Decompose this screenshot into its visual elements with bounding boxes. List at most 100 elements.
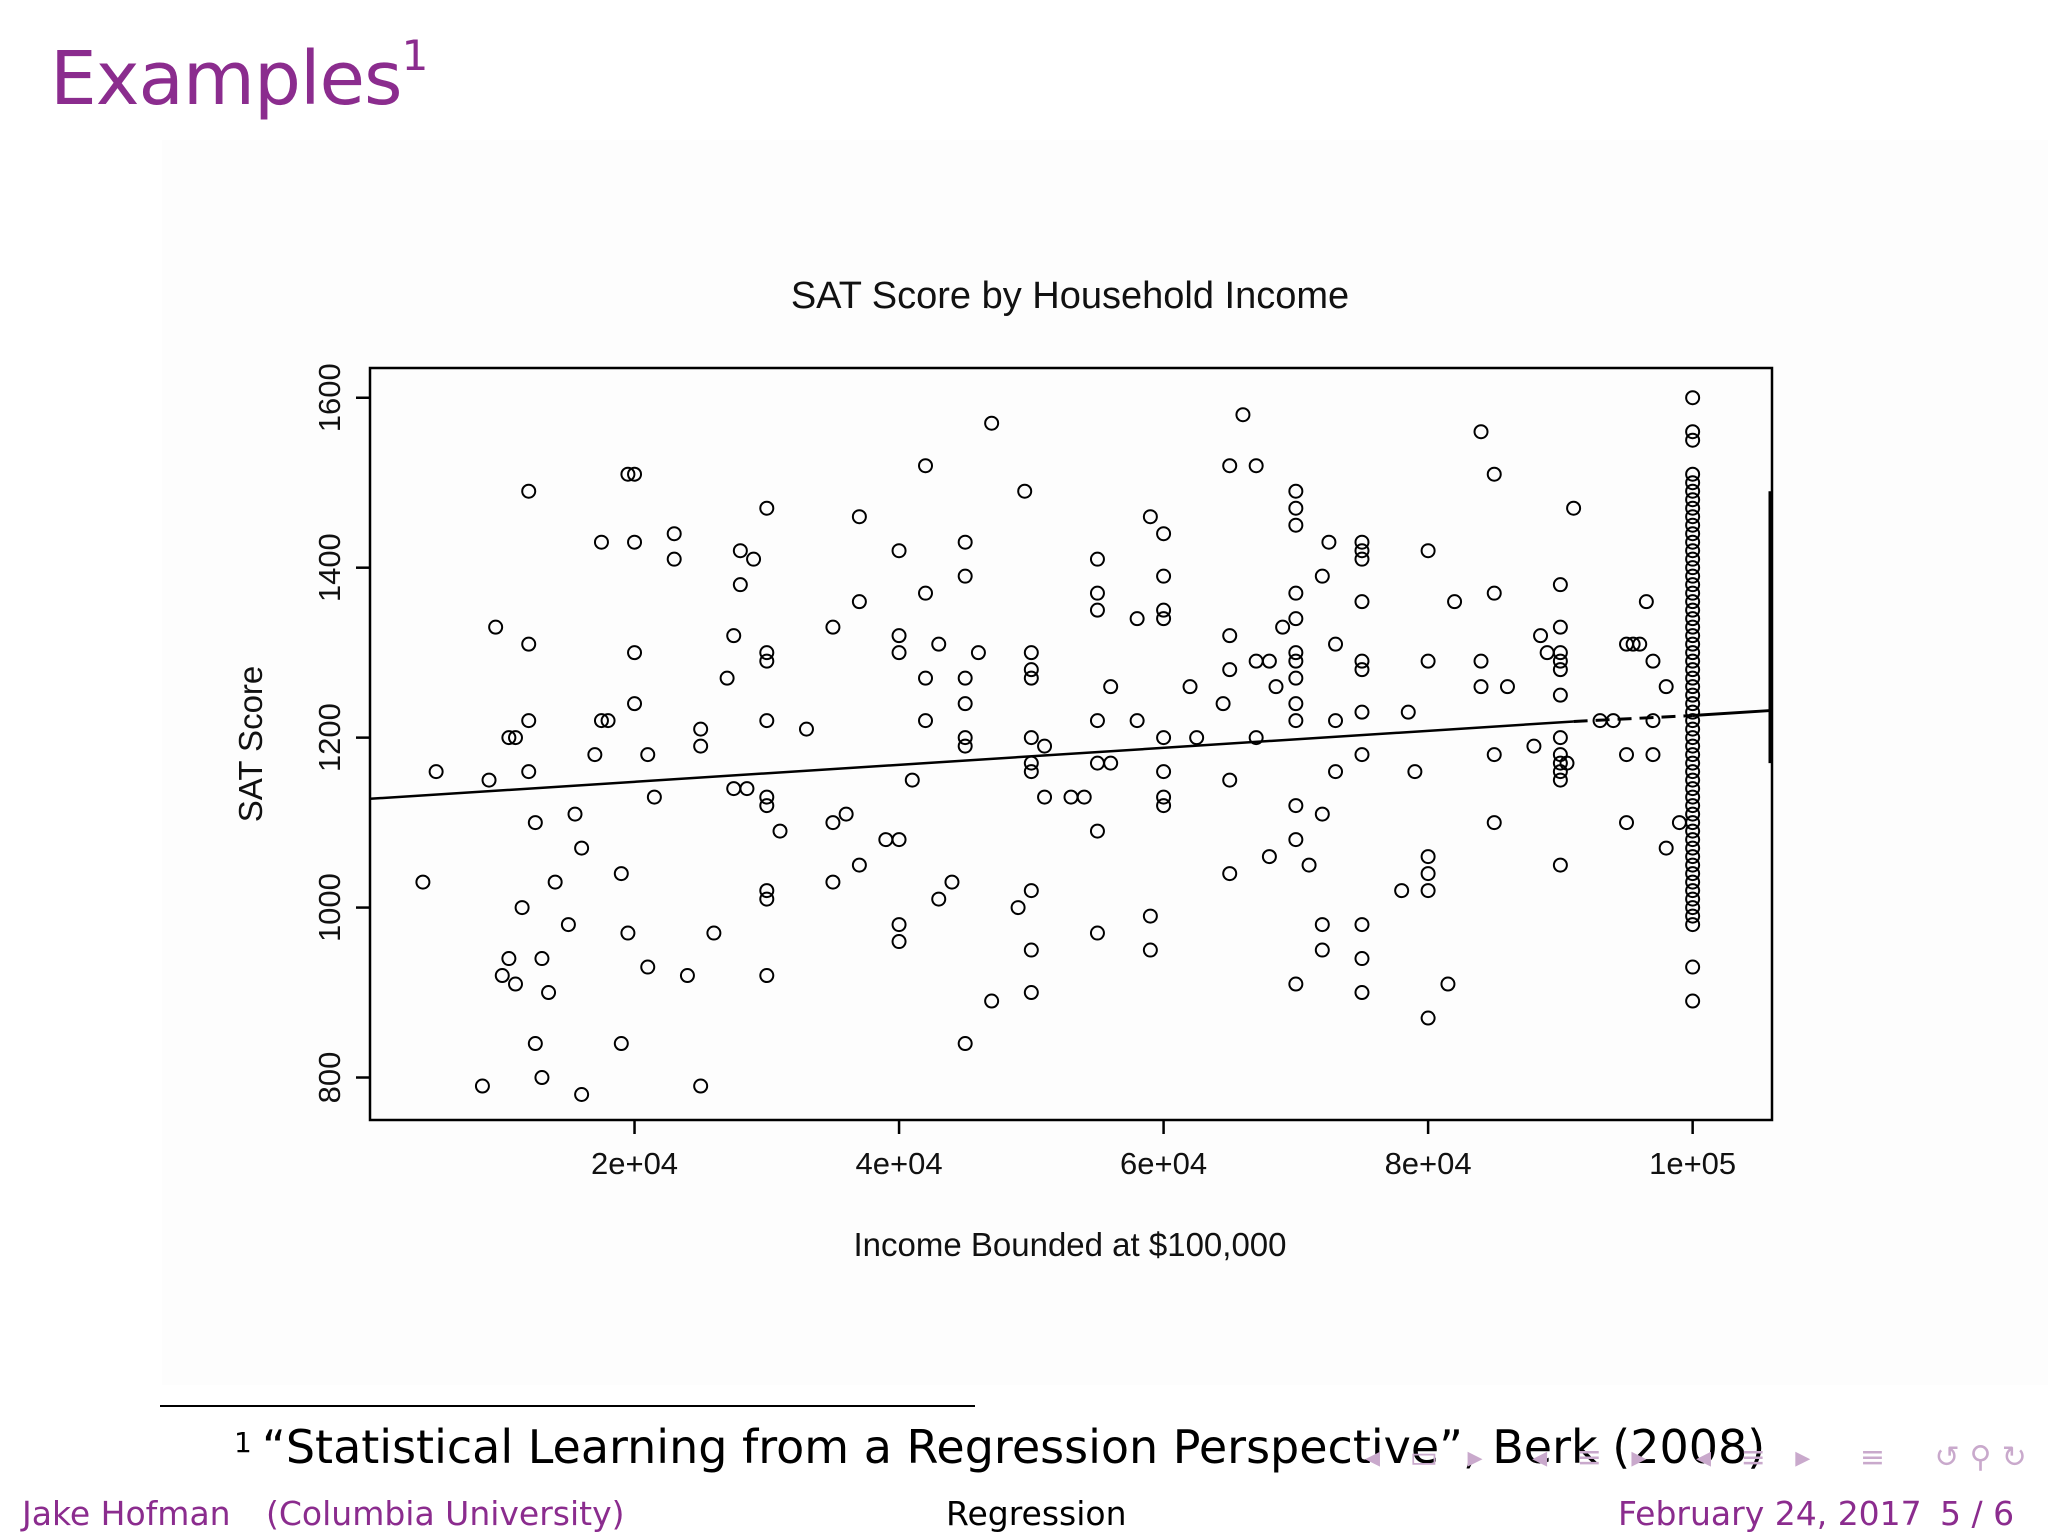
data-point xyxy=(1089,823,1105,839)
data-point xyxy=(593,534,609,550)
data-point xyxy=(772,823,788,839)
data-point xyxy=(1288,832,1304,848)
data-point xyxy=(746,551,762,567)
data-point xyxy=(1017,483,1033,499)
data-point xyxy=(1314,917,1330,933)
data-point xyxy=(891,917,907,933)
data-point xyxy=(1685,866,1701,882)
data-point xyxy=(1685,432,1701,448)
data-point xyxy=(732,577,748,593)
data-point xyxy=(891,832,907,848)
data-point xyxy=(627,466,643,482)
data-point xyxy=(1222,662,1238,678)
data-point xyxy=(1552,772,1568,788)
data-point xyxy=(428,764,444,780)
data-point xyxy=(1685,492,1701,508)
data-point xyxy=(1473,424,1489,440)
data-point xyxy=(1685,747,1701,763)
data-point xyxy=(494,968,510,984)
data-point xyxy=(1328,636,1344,652)
data-point xyxy=(1103,755,1119,771)
footnote-mark: 1 xyxy=(234,1426,252,1459)
x-axis-label: Income Bounded at $100,000 xyxy=(853,1226,1286,1263)
footer-author: Jake Hofman xyxy=(22,1494,231,1533)
data-point xyxy=(1685,781,1701,797)
data-point xyxy=(957,1036,973,1052)
y-tick-label: 1600 xyxy=(312,363,347,432)
data-point xyxy=(1156,568,1172,584)
data-point xyxy=(1354,662,1370,678)
data-point xyxy=(706,925,722,941)
data-point xyxy=(825,619,841,635)
data-point xyxy=(587,747,603,763)
data-point xyxy=(957,738,973,754)
data-point xyxy=(726,628,742,644)
data-point xyxy=(918,713,934,729)
data-point xyxy=(1619,815,1635,831)
footer-page-number: 5 / 6 xyxy=(1940,1494,2015,1533)
data-point xyxy=(521,764,537,780)
data-point xyxy=(1473,653,1489,669)
data-point xyxy=(1552,730,1568,746)
data-point xyxy=(514,900,530,916)
nav-frame-icon[interactable]: ◂ ▭ ▸ xyxy=(1365,1440,1493,1475)
data-point xyxy=(640,747,656,763)
data-point xyxy=(1533,628,1549,644)
data-point xyxy=(1023,883,1039,899)
data-point xyxy=(1222,772,1238,788)
data-point xyxy=(1023,670,1039,686)
nav-subsection-icon[interactable]: ◂ ≡ ▸ xyxy=(1695,1440,1821,1475)
data-point xyxy=(1089,925,1105,941)
data-point xyxy=(1288,976,1304,992)
data-point xyxy=(1685,874,1701,890)
data-point xyxy=(547,874,563,890)
y-tick-label: 1400 xyxy=(312,533,347,602)
data-point xyxy=(1288,483,1304,499)
footer-topic: Regression xyxy=(946,1494,1127,1533)
data-point xyxy=(1685,509,1701,525)
data-point xyxy=(1261,653,1277,669)
data-point xyxy=(1420,866,1436,882)
data-point xyxy=(1420,543,1436,559)
data-point xyxy=(1328,713,1344,729)
data-point xyxy=(1023,942,1039,958)
data-point xyxy=(1215,696,1231,712)
data-point xyxy=(613,866,629,882)
nav-search-icon[interactable]: ↺⚲↻ xyxy=(1934,1440,2037,1475)
footnote-divider xyxy=(160,1405,975,1407)
data-point xyxy=(1486,585,1502,601)
data-point xyxy=(1473,679,1489,695)
data-point xyxy=(918,458,934,474)
data-point xyxy=(918,585,934,601)
data-point xyxy=(1248,730,1264,746)
data-point xyxy=(1638,594,1654,610)
data-point xyxy=(534,951,550,967)
data-point xyxy=(1156,764,1172,780)
data-point xyxy=(1685,738,1701,754)
data-point xyxy=(1354,543,1370,559)
x-tick-label: 2e+04 xyxy=(591,1146,678,1181)
data-point xyxy=(1222,866,1238,882)
data-point xyxy=(1076,789,1092,805)
data-point xyxy=(1671,815,1687,831)
data-point xyxy=(415,874,431,890)
data-point xyxy=(1685,475,1701,491)
data-point xyxy=(1129,611,1145,627)
data-point xyxy=(534,1070,550,1086)
data-point xyxy=(851,857,867,873)
data-point xyxy=(1539,645,1555,661)
data-point xyxy=(1103,679,1119,695)
nav-section-icon[interactable]: ◂ ≡ ▸ xyxy=(1532,1440,1657,1475)
y-axis: 800 1000 1200 1400 1600 xyxy=(312,363,370,1103)
data-point xyxy=(627,645,643,661)
data-point xyxy=(1685,900,1701,916)
data-point xyxy=(970,645,986,661)
data-point xyxy=(726,781,742,797)
data-point xyxy=(1685,424,1701,440)
data-point xyxy=(1685,840,1701,856)
data-point xyxy=(759,653,775,669)
data-point xyxy=(1552,653,1568,669)
nav-toc-icon[interactable]: ≡ xyxy=(1859,1440,1895,1475)
data-point xyxy=(1499,679,1515,695)
data-point xyxy=(666,551,682,567)
